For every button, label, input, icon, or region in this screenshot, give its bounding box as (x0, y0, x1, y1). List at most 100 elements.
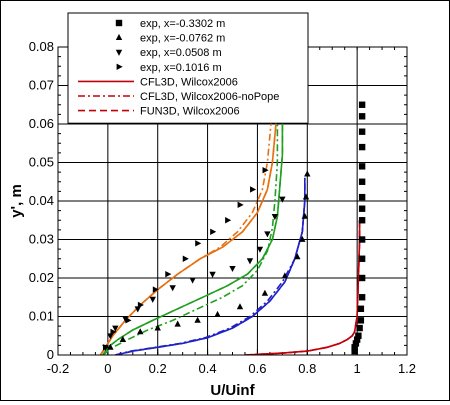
data-marker-triangle-right (182, 255, 189, 262)
data-marker-triangle-right (195, 240, 202, 247)
legend-label: exp, x=0.0508 m (140, 47, 222, 59)
series-line (115, 177, 306, 355)
data-marker-triangle-down (229, 265, 236, 273)
data-marker-triangle-down (279, 196, 286, 203)
data-marker-square (353, 336, 361, 343)
data-marker-triangle-right (102, 344, 110, 351)
y-tick-label: 0.01 (29, 309, 54, 324)
data-marker-triangle-down (256, 246, 264, 253)
data-marker-square (358, 205, 366, 212)
x-tick-label: 0 (104, 361, 111, 376)
data-marker-triangle-up (302, 193, 310, 200)
x-tick-label: -0.2 (47, 361, 69, 376)
x-tick-label: 0.2 (149, 361, 167, 376)
data-marker-square (358, 128, 366, 135)
data-marker-square (351, 347, 358, 355)
legend-marker-triangle-right (116, 63, 123, 70)
series-line (244, 220, 361, 355)
legend-label: exp, x=-0.0762 m (140, 33, 225, 45)
legend-label: CFL3D, Wilcox2006-noPope (140, 91, 279, 103)
data-marker-square (355, 332, 362, 339)
data-marker-triangle-down (169, 285, 176, 292)
data-marker-square (357, 305, 365, 312)
data-marker-triangle-up (299, 235, 306, 242)
data-marker-triangle-up (294, 253, 301, 260)
y-tick-label: 0.04 (29, 193, 54, 208)
data-marker-triangle-down (271, 214, 279, 221)
data-marker-triangle-up (119, 335, 127, 342)
series-line (102, 93, 279, 355)
legend-marker-square (115, 19, 123, 27)
series-line (115, 177, 306, 355)
data-marker-square (358, 193, 366, 201)
legend-label: exp, x=-0.3302 m (140, 18, 225, 30)
data-marker-triangle-up (304, 170, 311, 177)
data-marker-triangle-down (246, 258, 254, 265)
data-marker-square (358, 178, 366, 185)
y-tick-label: 0 (47, 347, 54, 362)
series-line (99, 93, 279, 355)
data-marker-triangle-right (250, 186, 257, 193)
y-tick-label: 0.06 (29, 116, 54, 131)
legend: exp, x=-0.3302 m exp, x=-0.0762 m exp, x=0… (67, 12, 309, 124)
data-marker-triangle-up (261, 289, 269, 296)
data-marker-triangle-down (264, 231, 271, 238)
data-marker-triangle-up (174, 320, 181, 327)
legend-label: CFL3D, Wilcox2006 (140, 76, 238, 88)
data-marker-triangle-right (210, 228, 217, 235)
data-marker-square (352, 340, 360, 347)
series-line (99, 93, 274, 355)
series-line (99, 93, 279, 355)
data-marker-triangle-down (107, 333, 114, 340)
data-marker-square (358, 236, 366, 243)
data-marker-triangle-down (209, 271, 216, 278)
legend-marker-triangle-up (115, 33, 123, 40)
data-marker-square (357, 317, 365, 324)
data-marker-triangle-right (237, 201, 244, 209)
data-marker-triangle-up (194, 316, 201, 323)
data-marker-square (358, 255, 366, 262)
x-tick-label: 1.2 (398, 361, 416, 376)
data-marker-triangle-up (214, 310, 221, 317)
x-axis-label: U/Uinf (210, 382, 255, 399)
y-tick-label: 0.08 (29, 39, 54, 54)
data-marker-square (358, 101, 366, 108)
series-line (115, 177, 306, 355)
x-tick-label: 0.4 (199, 361, 217, 376)
data-marker-triangle-up (281, 272, 289, 279)
data-marker-square (356, 324, 363, 332)
data-marker-triangle-right (137, 301, 144, 309)
legend-marker-triangle-down (115, 49, 123, 56)
y-tick-label: 0.07 (29, 78, 54, 93)
x-tick-label: 1 (354, 361, 361, 376)
data-marker-triangle-right (165, 270, 172, 278)
legend-box (67, 12, 309, 124)
data-marker-triangle-right (110, 328, 117, 336)
series-line (244, 220, 361, 355)
y-tick-label: 0.05 (29, 155, 54, 170)
data-marker-square (358, 274, 366, 282)
data-marker-triangle-up (236, 303, 244, 310)
data-marker-triangle-down (122, 316, 129, 323)
y-tick-label: 0.03 (29, 232, 54, 247)
legend-label: FUN3D, Wilcox2006 (140, 106, 240, 118)
legend-label: exp, x=0.1016 m (140, 62, 222, 74)
data-marker-triangle-down (112, 325, 119, 332)
marker-layer (102, 101, 366, 355)
data-marker-triangle-right (152, 286, 159, 293)
y-axis-label: y', m (8, 184, 25, 218)
data-marker-triangle-up (301, 212, 308, 219)
data-marker-triangle-down (189, 277, 196, 284)
axis-ticks: -0.2 0 0.2 0.4 0.6 0.8 1 1.200.010.020.030.040.… (29, 39, 416, 376)
data-marker-square (358, 217, 366, 224)
series-line (102, 93, 284, 355)
x-tick-label: 0.6 (248, 361, 266, 376)
data-marker-triangle-down (149, 296, 156, 303)
series-layer (99, 93, 361, 355)
data-marker-triangle-down (134, 306, 141, 313)
data-marker-triangle-up (137, 328, 144, 335)
data-marker-square (358, 163, 366, 170)
data-marker-square (358, 294, 366, 301)
